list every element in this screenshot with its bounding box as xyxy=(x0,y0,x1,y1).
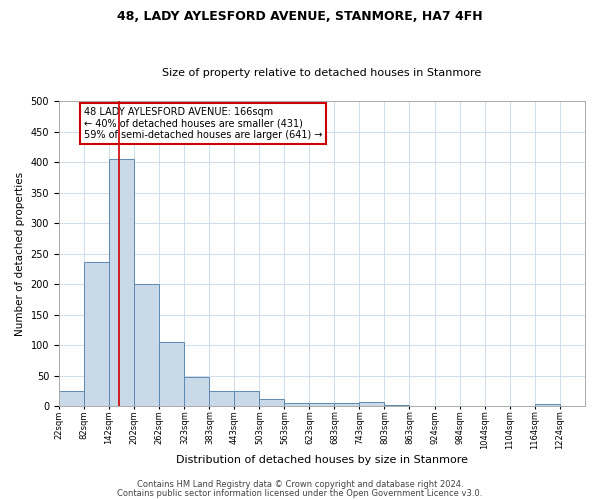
Bar xyxy=(134,284,159,406)
Bar xyxy=(284,402,310,406)
Text: 48 LADY AYLESFORD AVENUE: 166sqm
← 40% of detached houses are smaller (431)
59% : 48 LADY AYLESFORD AVENUE: 166sqm ← 40% o… xyxy=(84,107,322,140)
Bar xyxy=(310,403,334,406)
Bar xyxy=(184,377,209,406)
Y-axis label: Number of detached properties: Number of detached properties xyxy=(15,172,25,336)
Text: 48, LADY AYLESFORD AVENUE, STANMORE, HA7 4FH: 48, LADY AYLESFORD AVENUE, STANMORE, HA7… xyxy=(117,10,483,23)
X-axis label: Distribution of detached houses by size in Stanmore: Distribution of detached houses by size … xyxy=(176,455,468,465)
Text: Contains HM Land Registry data © Crown copyright and database right 2024.: Contains HM Land Registry data © Crown c… xyxy=(137,480,463,489)
Bar xyxy=(385,405,409,406)
Bar xyxy=(235,391,259,406)
Text: Contains public sector information licensed under the Open Government Licence v3: Contains public sector information licen… xyxy=(118,488,482,498)
Bar xyxy=(535,404,560,406)
Bar xyxy=(359,402,385,406)
Bar xyxy=(84,262,109,406)
Bar xyxy=(209,391,235,406)
Bar xyxy=(159,342,184,406)
Bar xyxy=(109,159,134,406)
Bar xyxy=(59,391,84,406)
Title: Size of property relative to detached houses in Stanmore: Size of property relative to detached ho… xyxy=(163,68,482,78)
Bar xyxy=(259,399,284,406)
Bar xyxy=(334,403,359,406)
